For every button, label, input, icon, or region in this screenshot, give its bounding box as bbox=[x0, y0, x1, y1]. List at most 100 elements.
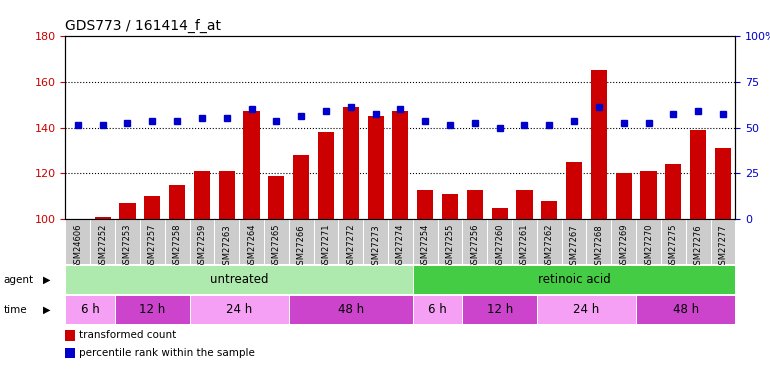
Text: percentile rank within the sample: percentile rank within the sample bbox=[79, 348, 255, 358]
Text: agent: agent bbox=[4, 275, 34, 285]
Bar bbox=[243, 111, 259, 219]
Bar bbox=[119, 203, 136, 219]
Text: 24 h: 24 h bbox=[226, 303, 253, 316]
Text: 6 h: 6 h bbox=[428, 303, 447, 316]
Bar bbox=[491, 208, 507, 219]
Bar bbox=[264, 219, 289, 264]
Bar bbox=[289, 219, 313, 264]
Text: GSM27256: GSM27256 bbox=[470, 224, 480, 269]
Bar bbox=[413, 295, 463, 324]
Text: GSM27273: GSM27273 bbox=[371, 224, 380, 270]
Text: GSM27272: GSM27272 bbox=[346, 224, 355, 269]
Bar bbox=[95, 217, 111, 219]
Text: time: time bbox=[4, 305, 28, 315]
Text: GSM27271: GSM27271 bbox=[321, 224, 330, 269]
Text: 24 h: 24 h bbox=[574, 303, 600, 316]
Bar bbox=[463, 295, 537, 324]
Text: GSM27277: GSM27277 bbox=[718, 224, 728, 270]
Text: GSM27266: GSM27266 bbox=[296, 224, 306, 270]
Bar bbox=[189, 295, 289, 324]
Text: GSM27275: GSM27275 bbox=[669, 224, 678, 269]
Text: untreated: untreated bbox=[210, 273, 269, 286]
Bar bbox=[636, 219, 661, 264]
Bar bbox=[413, 265, 735, 294]
Bar bbox=[189, 219, 214, 264]
Text: GSM27263: GSM27263 bbox=[223, 224, 231, 270]
Text: GSM27252: GSM27252 bbox=[98, 224, 107, 269]
Bar bbox=[566, 162, 582, 219]
Bar bbox=[537, 295, 636, 324]
Bar bbox=[239, 219, 264, 264]
Bar bbox=[711, 219, 735, 264]
Bar bbox=[115, 295, 189, 324]
Text: GSM27258: GSM27258 bbox=[172, 224, 182, 269]
Bar bbox=[686, 219, 711, 264]
Bar bbox=[417, 189, 434, 219]
Text: 6 h: 6 h bbox=[81, 303, 99, 316]
Text: 12 h: 12 h bbox=[139, 303, 166, 316]
Bar bbox=[268, 176, 284, 219]
Bar bbox=[587, 219, 611, 264]
Bar bbox=[65, 295, 115, 324]
Bar bbox=[690, 130, 706, 219]
Text: 48 h: 48 h bbox=[338, 303, 364, 316]
Bar bbox=[90, 219, 115, 264]
Bar bbox=[636, 295, 735, 324]
Text: GSM24606: GSM24606 bbox=[73, 224, 82, 269]
Text: 12 h: 12 h bbox=[487, 303, 513, 316]
Bar bbox=[65, 265, 413, 294]
Bar bbox=[561, 219, 587, 264]
Bar bbox=[661, 219, 686, 264]
Bar bbox=[318, 132, 334, 219]
Bar bbox=[715, 148, 731, 219]
Text: GSM27269: GSM27269 bbox=[619, 224, 628, 269]
Text: GSM27261: GSM27261 bbox=[520, 224, 529, 269]
Bar bbox=[616, 173, 631, 219]
Text: GSM27257: GSM27257 bbox=[148, 224, 157, 269]
Text: GSM27255: GSM27255 bbox=[446, 224, 454, 269]
Text: GSM27262: GSM27262 bbox=[544, 224, 554, 269]
Bar bbox=[393, 111, 408, 219]
Bar bbox=[591, 70, 607, 219]
Bar bbox=[512, 219, 537, 264]
Bar bbox=[388, 219, 413, 264]
Text: 48 h: 48 h bbox=[673, 303, 699, 316]
Bar bbox=[537, 219, 561, 264]
Bar bbox=[214, 219, 239, 264]
Bar bbox=[65, 219, 90, 264]
Text: GSM27267: GSM27267 bbox=[570, 224, 578, 270]
Bar bbox=[194, 171, 210, 219]
Text: GSM27264: GSM27264 bbox=[247, 224, 256, 269]
Bar bbox=[140, 219, 165, 264]
Text: GSM27260: GSM27260 bbox=[495, 224, 504, 269]
Bar bbox=[541, 201, 557, 219]
Bar bbox=[363, 219, 388, 264]
Bar bbox=[437, 219, 463, 264]
Text: GSM27253: GSM27253 bbox=[123, 224, 132, 269]
Bar bbox=[413, 219, 437, 264]
Text: GDS773 / 161414_f_at: GDS773 / 161414_f_at bbox=[65, 19, 222, 33]
Bar bbox=[442, 194, 458, 219]
Bar bbox=[293, 155, 310, 219]
Text: GSM27270: GSM27270 bbox=[644, 224, 653, 269]
Text: ▶: ▶ bbox=[43, 275, 51, 285]
Bar bbox=[467, 189, 483, 219]
Bar bbox=[367, 116, 383, 219]
Bar bbox=[165, 219, 189, 264]
Bar bbox=[115, 219, 140, 264]
Bar bbox=[313, 219, 338, 264]
Bar bbox=[343, 107, 359, 219]
Text: GSM27265: GSM27265 bbox=[272, 224, 281, 269]
Text: GSM27254: GSM27254 bbox=[420, 224, 430, 269]
Text: transformed count: transformed count bbox=[79, 330, 176, 340]
Bar bbox=[487, 219, 512, 264]
Bar bbox=[219, 171, 235, 219]
Bar bbox=[144, 196, 160, 219]
Text: GSM27274: GSM27274 bbox=[396, 224, 405, 269]
Text: retinoic acid: retinoic acid bbox=[537, 273, 611, 286]
Text: GSM27259: GSM27259 bbox=[197, 224, 206, 269]
Bar bbox=[463, 219, 487, 264]
Text: GSM27268: GSM27268 bbox=[594, 224, 604, 270]
Bar bbox=[665, 164, 681, 219]
Bar bbox=[289, 295, 413, 324]
